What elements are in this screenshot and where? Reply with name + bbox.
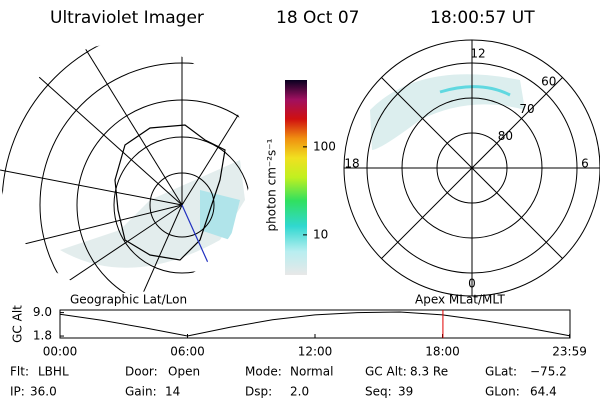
time: 18:00:57 UT [430, 8, 535, 28]
colorbar [285, 80, 307, 275]
info-label: GLon: [485, 385, 520, 399]
info-label: Door: [125, 365, 158, 379]
info-label: Flt: [10, 365, 29, 379]
info-label: Mode: [245, 365, 282, 379]
info-label: GC Alt: [365, 365, 407, 379]
altitude-label: GC Alt [11, 305, 25, 343]
lat-ring [366, 62, 578, 274]
mlt-label: 12 [470, 47, 485, 61]
polar-grid [343, 39, 600, 297]
info-label: GLat: [485, 365, 517, 379]
info-value: 8.3 Re [410, 365, 448, 379]
left-panel-label: Geographic Lat/Lon [70, 293, 187, 307]
mlt-label: 18 [344, 157, 359, 171]
info-value: −75.2 [530, 365, 567, 379]
lat-ring-label: 80 [498, 129, 513, 143]
info-value: 2.0 [290, 385, 309, 399]
lat-ring-label: 60 [541, 75, 556, 89]
mlt-label: 6 [581, 157, 589, 171]
y-tick-label: 9.0 [33, 305, 52, 319]
x-tick-label: 00:00 [43, 345, 78, 359]
date: 18 Oct 07 [276, 8, 359, 28]
altitude-frame [59, 309, 571, 339]
x-tick-label: 23:59 [552, 345, 587, 359]
colorbar-tick-label: 100 [313, 139, 336, 153]
aurora-oval [370, 74, 525, 150]
colorbar-tick-label: 10 [313, 227, 328, 241]
info-value: 36.0 [30, 385, 57, 399]
info-label: Dsp: [245, 385, 272, 399]
lat-ring [401, 97, 543, 239]
geographic-map [0, 43, 250, 293]
x-tick-label: 18:00 [425, 345, 460, 359]
x-tick-label: 12:00 [298, 345, 333, 359]
mlt-label: 0 [468, 277, 476, 291]
y-tick-label: 1.8 [33, 329, 52, 343]
info-label: Seq: [365, 385, 392, 399]
title: Ultraviolet Imager [50, 8, 204, 28]
info-label: Gain: [125, 385, 157, 399]
info-value: 64.4 [530, 385, 557, 399]
info-value: Normal [290, 365, 333, 379]
info-value: Open [168, 365, 200, 379]
info-label: IP: [10, 385, 25, 399]
info-value: 14 [165, 385, 180, 399]
lat-ring [436, 132, 508, 204]
info-value: 39 [398, 385, 413, 399]
altitude-curve [59, 311, 570, 337]
lat-ring-label: 70 [519, 102, 534, 116]
x-tick-label: 06:00 [170, 345, 205, 359]
right-panel-label: Apex MLat/MLT [415, 293, 505, 307]
info-value: LBHL [38, 365, 69, 379]
colorbar-label: photon cm⁻²s⁻¹ [265, 138, 279, 231]
